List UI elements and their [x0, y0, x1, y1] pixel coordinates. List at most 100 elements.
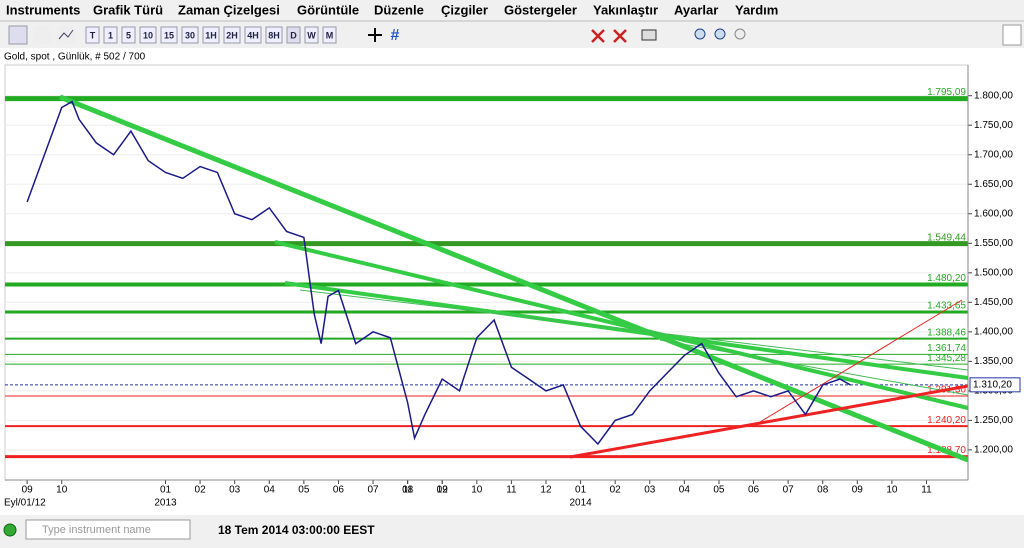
zoom-reset-icon[interactable]	[734, 28, 746, 40]
level-label: 1.388,46	[927, 327, 966, 338]
grid-icon[interactable]: #	[391, 27, 400, 44]
x-tick-label: 07	[367, 485, 379, 496]
grid	[5, 95, 968, 451]
start-label: Eyl/01/12	[4, 498, 46, 509]
trend-line	[569, 384, 969, 459]
menu-item[interactable]: Yakınlaştır	[593, 2, 658, 17]
level-label: 1.795,09	[927, 87, 966, 98]
timeframe-button[interactable]	[304, 26, 319, 44]
timeframe-label: 1	[108, 30, 113, 40]
y-tick-label: 1.400,00	[974, 326, 1013, 337]
timeframe-label: 8H	[268, 30, 280, 40]
level-label: 1.433,65	[927, 301, 966, 312]
x-tick-label: 06	[748, 485, 760, 496]
timeframe-button[interactable]	[286, 26, 301, 44]
x-tick-label: 11	[506, 485, 517, 496]
instrument-search[interactable]	[25, 519, 191, 540]
timeframe-label: 5	[126, 30, 131, 40]
year-label: 2014	[569, 498, 592, 509]
y-tick-label: 1.700,00	[974, 149, 1013, 160]
y-tick-label: 1.650,00	[974, 179, 1013, 190]
timeframe-label: 15	[164, 30, 174, 40]
timeframe-label: 10	[143, 30, 153, 40]
x-tick-label: 02	[195, 485, 207, 496]
delete-all-icon[interactable]	[613, 29, 627, 43]
trend-line	[659, 339, 969, 396]
x-tick-label: 05	[298, 485, 310, 496]
timeframe-label: M	[326, 30, 334, 40]
x-tick-label: 09	[22, 485, 34, 496]
trend-line	[299, 289, 969, 371]
level-label: 1.480,20	[927, 273, 966, 284]
connection-status	[3, 523, 17, 537]
x-tick-label: 11	[921, 485, 932, 496]
x-tick-label: 03	[644, 485, 656, 496]
candle-button[interactable]	[8, 25, 28, 45]
current-price-label: 1.310,20	[973, 379, 1012, 390]
x-tick-label: 07	[783, 485, 795, 496]
search-placeholder: Type instrument name	[42, 524, 151, 536]
timeframe-button[interactable]	[85, 26, 100, 44]
timeframe-label: W	[307, 30, 316, 40]
trend-line	[284, 281, 969, 380]
menu-bar: Instruments Grafik Türü Zaman Çizelgesi Gör…	[6, 2, 778, 17]
x-tick-label: 03	[229, 485, 241, 496]
timeframe-button[interactable]	[244, 26, 262, 44]
x-tick-label: 11	[402, 485, 413, 496]
y-tick-label: 1.750,00	[974, 120, 1013, 131]
timeframe-button[interactable]	[322, 26, 337, 44]
menu-item[interactable]: Yardım	[735, 2, 778, 17]
trend-line	[274, 240, 969, 410]
year-label: 2013	[154, 498, 177, 509]
timeframe-button[interactable]	[202, 26, 220, 44]
menu-item[interactable]: Instruments	[6, 2, 80, 17]
menu-item[interactable]: Ayarlar	[674, 2, 718, 17]
x-tick-label: 10	[56, 485, 68, 496]
timeframe-label: 1H	[205, 30, 217, 40]
x-tick-label: 08	[402, 485, 414, 496]
level-label: 1.345,28	[927, 353, 966, 364]
toolbar: # T 1 5 10 15 30 1H 2H 4H 8H D W M	[8, 24, 1022, 46]
menu-item[interactable]: Görüntüle	[297, 2, 359, 17]
print-icon[interactable]	[641, 29, 657, 41]
bar-button[interactable]	[33, 26, 51, 44]
status-time: 18 Tem 2014 03:00:00 EEST	[218, 523, 375, 537]
timeframe-button[interactable]	[181, 26, 199, 44]
menu-item[interactable]: Göstergeler	[504, 2, 577, 17]
y-tick-label: 1.200,00	[974, 445, 1013, 456]
timeframe-button[interactable]	[139, 26, 157, 44]
timeframe-label: D	[290, 30, 297, 40]
axes: 1.200,001.250,001.300,001.350,001.400,00…	[22, 90, 1021, 509]
timeframe-label: 30	[185, 30, 195, 40]
current-price-box	[969, 377, 1021, 393]
menu-item[interactable]: Zaman Çizelgesi	[178, 2, 280, 17]
pin-button[interactable]	[1002, 24, 1022, 46]
x-tick-label: 06	[333, 485, 345, 496]
x-tick-label: 04	[679, 485, 691, 496]
timeframe-label: 4H	[247, 30, 259, 40]
chart-title: Gold, spot , Günlük, # 502 / 700	[4, 52, 146, 63]
menu-item[interactable]: Düzenle	[374, 2, 424, 17]
timeframe-button[interactable]	[160, 26, 178, 44]
line-icon	[58, 29, 74, 40]
timeframe-button[interactable]	[223, 26, 241, 44]
x-tick-label: 01	[575, 485, 587, 496]
menu-item[interactable]: Çizgiler	[441, 2, 488, 17]
y-tick-label: 1.350,00	[974, 356, 1013, 367]
timeframe-button[interactable]	[103, 26, 118, 44]
level-label: 1.240,20	[927, 415, 966, 426]
timeframe-button[interactable]	[265, 26, 283, 44]
zoom-in-icon[interactable]	[694, 28, 706, 40]
x-tick-label: 02	[610, 485, 622, 496]
level-label: 1.361,74	[927, 343, 966, 354]
y-tick-label: 1.550,00	[974, 238, 1013, 249]
trend-lines	[59, 94, 969, 463]
x-tick-label: 04	[264, 485, 276, 496]
delete-icon[interactable]	[591, 29, 605, 43]
zoom-out-icon[interactable]	[714, 28, 726, 40]
timeframe-button[interactable]	[121, 26, 136, 44]
price-line	[26, 100, 851, 446]
menu-item[interactable]: Grafik Türü	[93, 2, 163, 17]
x-tick-label: 12	[540, 485, 552, 496]
